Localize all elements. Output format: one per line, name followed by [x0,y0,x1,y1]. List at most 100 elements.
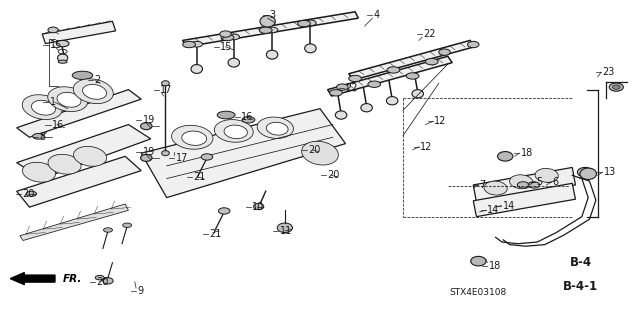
Ellipse shape [182,41,195,48]
Ellipse shape [612,85,620,89]
Text: 15: 15 [220,42,233,52]
Ellipse shape [95,275,104,280]
Ellipse shape [368,81,381,87]
Text: 17: 17 [175,153,188,163]
Polygon shape [182,12,358,47]
Text: 1: 1 [50,97,56,107]
Ellipse shape [305,44,316,53]
Ellipse shape [484,181,507,195]
Text: 14: 14 [487,205,500,215]
Ellipse shape [517,182,529,188]
Ellipse shape [337,84,348,90]
Ellipse shape [335,111,347,119]
Ellipse shape [253,203,264,210]
Ellipse shape [22,95,62,120]
Ellipse shape [387,67,400,73]
Polygon shape [141,109,346,197]
Ellipse shape [57,93,81,107]
Ellipse shape [330,90,342,96]
Polygon shape [473,183,575,217]
Ellipse shape [260,16,275,27]
Ellipse shape [220,31,231,37]
Polygon shape [42,21,116,44]
Ellipse shape [104,228,113,232]
Ellipse shape [470,256,486,266]
Polygon shape [20,204,129,241]
Ellipse shape [301,141,339,165]
Ellipse shape [33,133,44,139]
Ellipse shape [201,154,212,160]
Text: 4: 4 [374,10,380,20]
Ellipse shape [412,90,424,98]
Text: FR.: FR. [63,274,83,284]
Text: 22: 22 [346,83,358,93]
Ellipse shape [141,123,152,130]
Text: 11: 11 [280,226,292,236]
Ellipse shape [26,191,36,196]
Ellipse shape [228,34,239,40]
Ellipse shape [191,64,202,73]
Ellipse shape [103,278,113,284]
Text: 16: 16 [52,120,64,130]
Ellipse shape [528,182,540,188]
Text: 16: 16 [241,112,253,122]
Text: B-4: B-4 [570,256,591,269]
Text: 20: 20 [97,277,109,287]
Ellipse shape [224,125,248,139]
Ellipse shape [58,54,68,62]
Text: 21: 21 [193,172,206,182]
Polygon shape [473,167,575,202]
Ellipse shape [535,168,558,182]
FancyArrow shape [10,272,55,285]
Ellipse shape [162,151,170,156]
Ellipse shape [74,79,113,104]
Text: STX4E03108: STX4E03108 [450,288,507,297]
Ellipse shape [298,20,310,27]
Text: 13: 13 [604,167,616,177]
Text: 15: 15 [50,40,62,50]
Ellipse shape [56,41,69,47]
Ellipse shape [439,49,451,55]
Text: 22: 22 [424,29,436,39]
Ellipse shape [72,71,93,79]
Polygon shape [349,41,474,80]
Text: 3: 3 [269,10,275,20]
Ellipse shape [577,167,593,177]
Polygon shape [17,156,141,207]
Ellipse shape [509,175,532,189]
Text: 17: 17 [161,85,173,95]
Ellipse shape [22,162,56,182]
Polygon shape [17,90,141,137]
Ellipse shape [228,58,239,67]
Ellipse shape [580,168,596,180]
Text: 8: 8 [39,132,45,142]
Ellipse shape [387,97,398,105]
Ellipse shape [48,87,88,112]
Ellipse shape [497,152,513,161]
Text: 19: 19 [143,115,155,125]
Ellipse shape [266,50,278,59]
Polygon shape [17,124,151,179]
Ellipse shape [58,60,67,63]
Text: 14: 14 [502,201,515,211]
Ellipse shape [221,34,234,41]
Text: 19: 19 [143,146,155,157]
Ellipse shape [305,20,316,26]
Text: 5: 5 [536,177,542,187]
Ellipse shape [141,154,152,161]
Text: 2: 2 [95,75,101,85]
Text: 18: 18 [488,261,501,271]
Text: 10: 10 [252,202,264,212]
Text: B-4-1: B-4-1 [563,280,598,293]
Ellipse shape [191,41,202,47]
Ellipse shape [48,27,58,33]
Ellipse shape [217,111,235,119]
Ellipse shape [361,104,372,112]
Ellipse shape [218,208,230,214]
Ellipse shape [467,41,479,48]
Text: 7: 7 [479,180,486,190]
Ellipse shape [257,117,294,138]
Text: 23: 23 [602,67,614,77]
Ellipse shape [277,223,292,233]
Ellipse shape [83,85,107,99]
